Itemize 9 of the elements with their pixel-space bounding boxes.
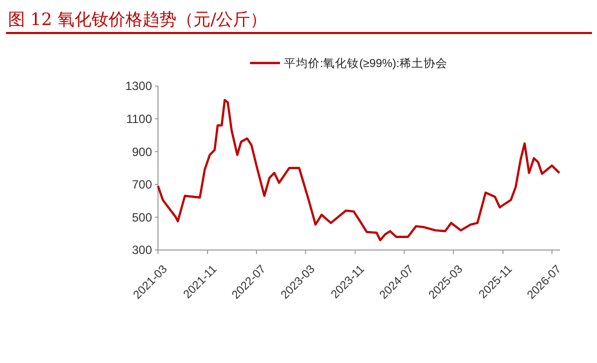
y-tick-label: 1100 <box>126 112 152 126</box>
y-tick-label: 500 <box>132 210 152 224</box>
y-tick-label: 700 <box>132 178 152 192</box>
y-tick-label: 900 <box>132 144 152 159</box>
chart-title: 图 12 氧化钕价格趋势（元/公斤） <box>8 10 268 30</box>
y-tick-label: 1300 <box>125 79 152 94</box>
legend-label: 平均价:氧化钕(≥99%):稀土协会 <box>284 57 448 70</box>
line-series <box>156 98 560 242</box>
y-tick-label: 300 <box>132 243 152 258</box>
